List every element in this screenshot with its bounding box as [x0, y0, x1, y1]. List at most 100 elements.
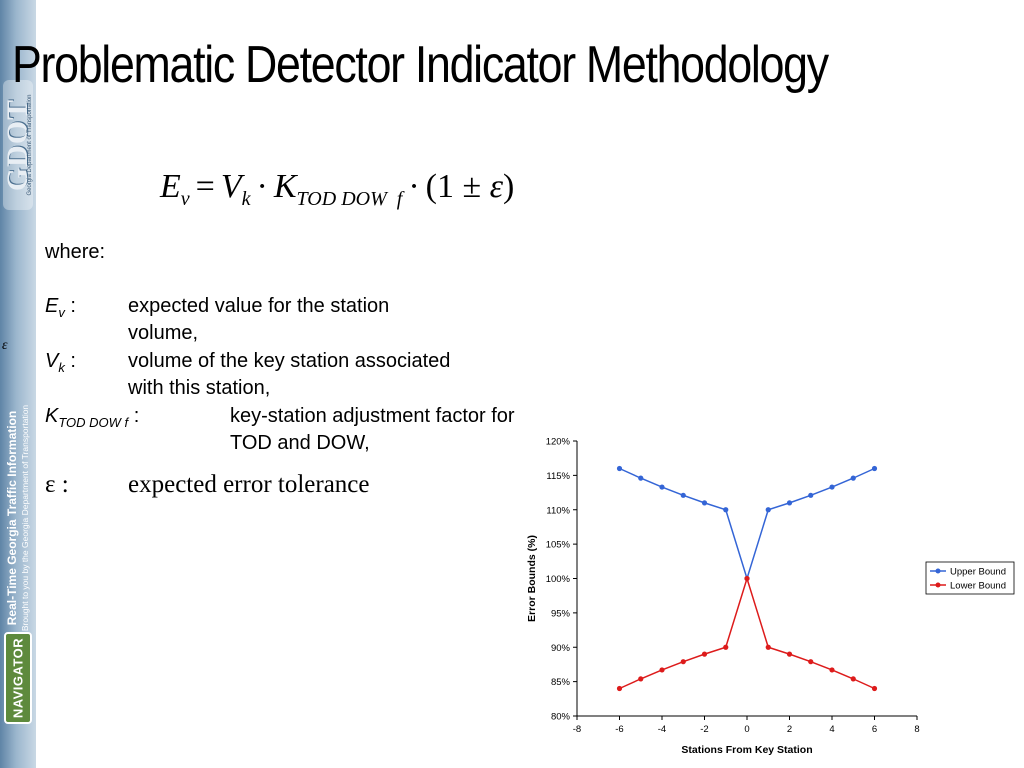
series-point: [723, 507, 729, 513]
series-point: [765, 507, 771, 513]
formula-dot-1: ·: [256, 168, 268, 205]
y-tick-label: 85%: [551, 677, 571, 688]
ev-symbol-sub: v: [58, 305, 65, 320]
series-point: [786, 500, 793, 506]
x-tick-label: 2: [787, 724, 792, 735]
series-point: [616, 685, 623, 692]
y-tick-label: 95%: [551, 608, 571, 619]
series-point: [701, 500, 708, 506]
y-tick-label: 110%: [546, 505, 570, 516]
x-axis-title: Stations From Key Station: [681, 744, 812, 756]
chart-legend: Upper Bound Lower Bound: [925, 561, 1015, 595]
series-point: [723, 644, 729, 650]
series-point: [680, 659, 686, 665]
legend-box: [925, 561, 1015, 595]
formula-v: v: [180, 188, 190, 210]
series-point: [659, 667, 665, 673]
series-point: [871, 465, 878, 472]
k-definition-1: key-station adjustment factor for: [230, 405, 515, 427]
formula-K: K: [273, 168, 297, 205]
where-label: where:: [45, 241, 106, 263]
k-colon: :: [128, 405, 140, 427]
series-point: [829, 667, 835, 673]
x-tick-label: -4: [658, 724, 666, 735]
navigator-logo-text: NAVIGATOR: [10, 637, 26, 719]
x-tick-label: -6: [615, 724, 623, 735]
ev-symbol-letter: E: [45, 295, 59, 317]
x-tick-label: -2: [700, 724, 708, 735]
series-point: [850, 676, 856, 682]
series-point: [701, 651, 708, 657]
series-line: [619, 467, 875, 582]
series-point: [871, 685, 878, 692]
navigator-logo: NAVIGATOR: [4, 632, 32, 724]
y-tick-label: 80%: [551, 712, 571, 723]
formula-close: ): [503, 168, 515, 205]
y-axis-title: Error Bounds (%): [526, 535, 538, 622]
gdot-logo: GDOT Georgia Department of Transportatio…: [1, 80, 34, 210]
vk-definition-2: with this station,: [128, 377, 271, 399]
formula-f: f: [396, 188, 403, 210]
sidebar-vertical-text: Real-Time Georgia Traffic Information Br…: [3, 404, 33, 630]
vk-definition-1: volume of the key station associated: [128, 350, 451, 372]
formula-E: E: [160, 168, 181, 205]
legend-swatch-marker: [935, 582, 941, 588]
y-tick-label: 90%: [551, 643, 571, 654]
k-symbol: KTOD DOW f :: [45, 403, 139, 436]
x-tick-label: 6: [872, 724, 877, 735]
sidebar-branding: GDOT Georgia Department of Transportatio…: [0, 0, 36, 768]
x-tick-label: 0: [744, 724, 749, 735]
formula-k: k: [241, 188, 251, 210]
y-tick-label: 115%: [546, 471, 570, 482]
formula-V: V: [220, 168, 242, 205]
series-point: [786, 651, 793, 657]
formula-epsilon: ε: [489, 168, 504, 205]
epsilon-symbol: ε :: [45, 471, 69, 498]
sidebar-subtagline: Brought to you by the Georgia Department…: [20, 404, 30, 631]
x-tick-label: 4: [829, 724, 834, 735]
slide-title: Problematic Detector Indicator Methodolo…: [12, 36, 829, 94]
formula: Ev = Vk · KTOD DOW f · (1 ± ε): [160, 168, 514, 211]
k-symbol-letter: K: [45, 405, 59, 427]
series-point: [659, 484, 665, 490]
series-line: [619, 575, 875, 690]
y-tick-label: 120%: [546, 437, 571, 448]
error-bounds-chart: 80% 85% 90% 95% 100% 105% 110% 115% 120% -8 -6 -4 -2…: [526, 437, 1015, 757]
epsilon-definition: expected error tolerance: [128, 471, 370, 498]
ev-colon: :: [64, 295, 76, 317]
ev-symbol: Ev :: [45, 293, 76, 326]
formula-paren: (1 ±: [425, 168, 490, 205]
series-point: [765, 644, 771, 650]
gdot-logo-subtext: Georgia Department of Transportation: [27, 94, 33, 196]
series-point: [638, 676, 644, 682]
chart-labels: 80% 85% 90% 95% 100% 105% 110% 115% 120% -8 -6 -4 -2…: [526, 437, 920, 757]
chart-series: [616, 465, 878, 692]
legend-swatch-marker: [935, 568, 941, 574]
vk-symbol-sub: k: [58, 360, 65, 375]
legend-label: Lower Bound: [950, 581, 1006, 592]
y-tick-label: 100%: [546, 574, 571, 585]
k-definition-2: TOD and DOW,: [230, 432, 370, 454]
series-point: [744, 575, 750, 582]
series-point: [616, 465, 623, 472]
chart-axes: [573, 440, 918, 720]
x-tick-label: -8: [573, 724, 581, 735]
sidebar-epsilon: ε: [2, 338, 8, 353]
sidebar-tagline: Real-Time Georgia Traffic Information: [5, 410, 19, 625]
vk-colon: :: [64, 350, 76, 372]
y-tick-label: 105%: [546, 540, 571, 551]
vk-symbol: Vk :: [45, 348, 76, 381]
formula-equals: =: [195, 168, 215, 205]
series-point: [829, 484, 835, 490]
x-tick-label: 8: [914, 724, 919, 735]
vk-symbol-letter: V: [45, 350, 59, 372]
series-point: [808, 659, 814, 665]
ev-definition-1: expected value for the station: [128, 295, 390, 317]
legend-label: Upper Bound: [950, 567, 1006, 578]
ev-definition-2: volume,: [128, 322, 199, 344]
series-point: [850, 475, 856, 481]
series-point: [638, 475, 644, 481]
formula-dot-2: ·: [408, 168, 420, 205]
series-point: [680, 492, 686, 498]
k-symbol-sub: TOD DOW f: [58, 415, 129, 430]
